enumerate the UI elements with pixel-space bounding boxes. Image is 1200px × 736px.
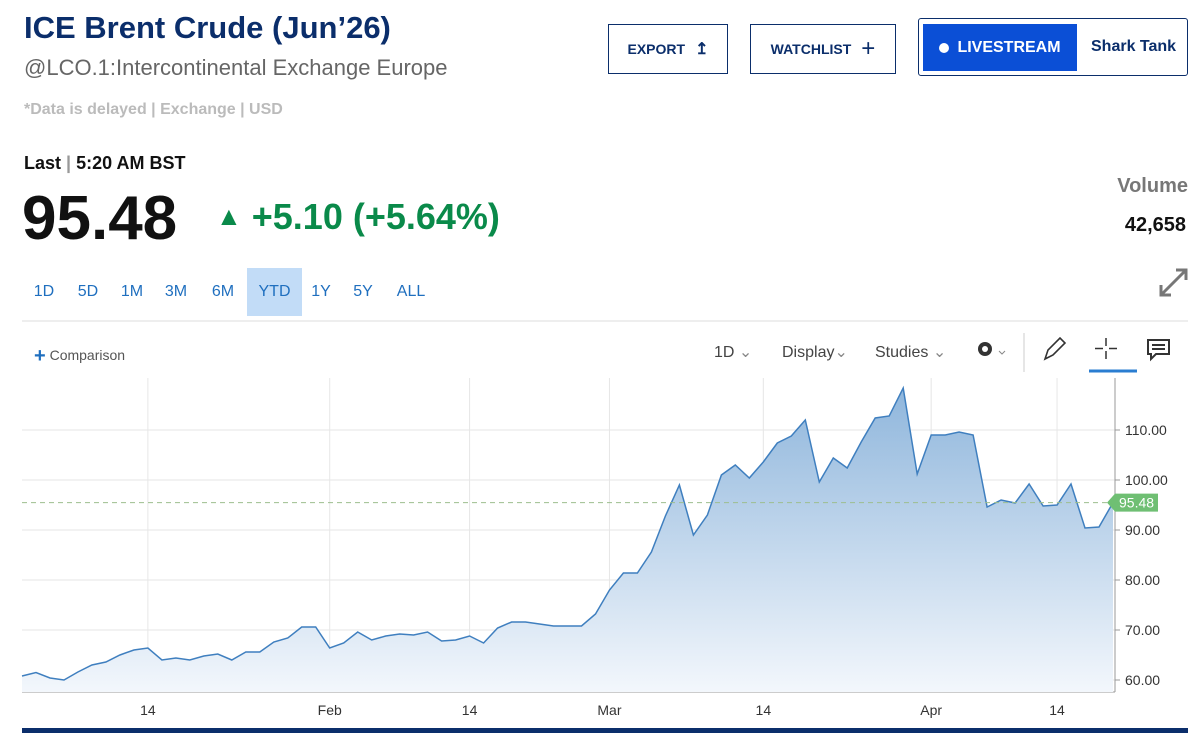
interval-button[interactable]: 1D ⌄ — [714, 344, 753, 361]
x-tick-label: 14 — [756, 702, 772, 718]
bottom-bar — [22, 728, 1188, 733]
watchlist-label: WATCHLIST — [770, 41, 852, 57]
draw-icon[interactable] — [1043, 336, 1067, 361]
expand-icon[interactable] — [1159, 268, 1188, 297]
range-button[interactable]: 1M — [120, 283, 144, 300]
last-line: Last | 5:20 AM BST — [24, 153, 186, 173]
range-button[interactable]: ALL — [396, 283, 426, 300]
last-time: 5:20 AM BST — [76, 153, 186, 173]
crosshair-icon[interactable] — [1095, 338, 1117, 359]
last-price-tag — [1107, 493, 1158, 512]
plot: 60.00 70.00 80.00 90.00 100.00 110.00 14 Feb 14 M… — [21, 378, 1168, 718]
price: 95.48 — [22, 184, 178, 253]
export-button[interactable]: EXPORT ↥ — [608, 24, 728, 74]
comparison-label: Comparison — [49, 347, 126, 363]
comment-icon[interactable] — [1147, 339, 1170, 362]
y-tick-label: 100.00 — [1125, 472, 1168, 488]
range-button[interactable]: 5D — [77, 283, 99, 300]
interval-label: 1D — [714, 344, 735, 361]
y-tick-label: 70.00 — [1125, 622, 1160, 638]
range-button[interactable]: 3M — [164, 283, 188, 300]
y-tick-label: 60.00 — [1125, 672, 1160, 688]
settings-icon[interactable] — [978, 342, 1006, 356]
comparison-button[interactable]: + Comparison — [34, 345, 126, 367]
x-tick-label: Feb — [318, 702, 342, 718]
x-tick-label: Mar — [597, 702, 621, 718]
price-line — [21, 385, 1114, 681]
show-link[interactable]: Shark Tank — [1091, 38, 1177, 55]
range-button[interactable]: 6M — [211, 283, 235, 300]
x-tick-label: 14 — [140, 702, 156, 718]
last-label: Last — [24, 153, 62, 173]
studies-label: Studies — [875, 344, 929, 361]
y-tick-label: 90.00 — [1125, 522, 1160, 538]
change: +5.10 (+5.64%) — [251, 196, 500, 237]
x-tick-label: 14 — [462, 702, 478, 718]
livestream-button[interactable]: LIVESTREAM — [923, 24, 1077, 71]
range-button[interactable]: YTD — [247, 268, 302, 316]
volume: 42,658 — [1124, 214, 1186, 236]
y-tick-label: 80.00 — [1125, 572, 1160, 588]
export-label: EXPORT — [627, 41, 686, 57]
area-fill — [22, 388, 1113, 692]
y-tick-label: 110.00 — [1125, 422, 1167, 438]
x-tick-label: Apr — [920, 702, 942, 718]
livestream-box: LIVESTREAM Shark Tank — [918, 18, 1188, 76]
volume-label: Volume — [1117, 175, 1188, 197]
subtitle: @LCO.1:Intercontinental Exchange Europe — [24, 55, 448, 80]
range-button[interactable]: 5Y — [353, 283, 373, 300]
range-button[interactable]: 1D — [33, 283, 55, 300]
x-tick-label: 14 — [1049, 702, 1065, 718]
change-line: ▲ +5.10 (+5.64%) — [216, 196, 500, 237]
watchlist-button[interactable]: WATCHLIST + — [750, 24, 896, 74]
title: ICE Brent Crude (Jun’26) — [24, 10, 391, 45]
disclaimer: *Data is delayed | Exchange | USD — [24, 101, 283, 118]
display-button[interactable]: Display⌄ — [782, 344, 848, 361]
livestream-label: LIVESTREAM — [957, 38, 1061, 56]
range-button[interactable]: 1Y — [311, 283, 331, 300]
last-price-label: 95.48 — [1119, 495, 1154, 511]
display-label: Display — [782, 344, 835, 361]
studies-button[interactable]: Studies ⌄ — [875, 344, 947, 361]
